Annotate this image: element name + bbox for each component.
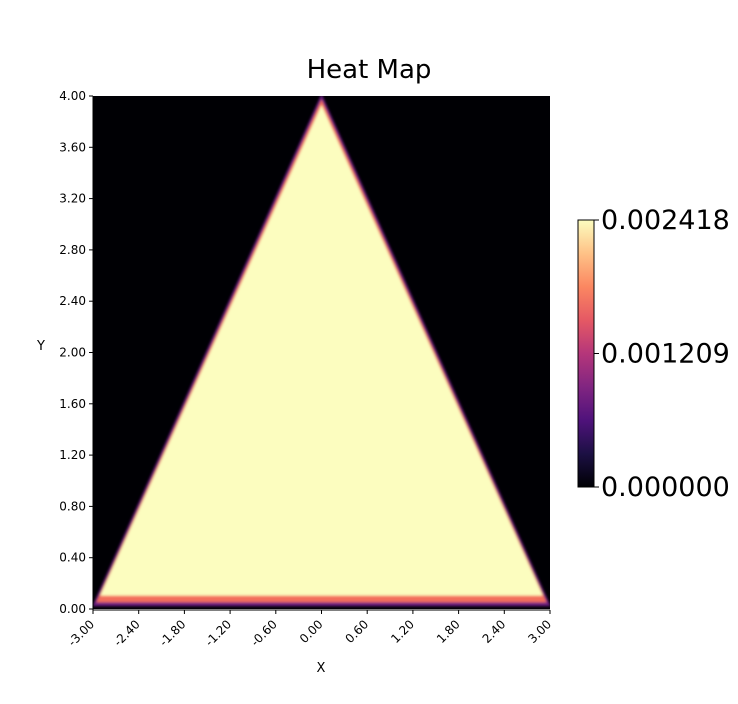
y-axis-ticks: 0.00 0.40 0.80 1.20 1.60 2.00 2.40 2.80 3.20 3.60… [59, 89, 93, 616]
plot-area: -3.00 -2.40 -1.80 -1.20 -0.60 0.00 0.60 1.20 1.8… [59, 89, 554, 649]
x-tick-label: -1.80 [157, 617, 189, 649]
y-tick-label: 3.60 [59, 140, 86, 154]
y-tick-label: 1.60 [59, 397, 86, 411]
x-tick-label: 1.20 [388, 617, 417, 646]
x-tick-label: 1.80 [434, 617, 463, 646]
colorbar-gradient [577, 219, 595, 488]
y-tick-label: 3.20 [59, 192, 86, 206]
x-tick-label: 0.00 [297, 617, 326, 646]
x-tick-label: 2.40 [480, 617, 509, 646]
colorbar-ticks: 0.000000 0.001209 0.002418 [594, 205, 730, 503]
y-tick-label: 1.20 [59, 448, 86, 462]
x-tick-label: 3.00 [525, 617, 554, 646]
colorbar-tick-label: 0.002418 [601, 205, 730, 236]
heatmap-high-region [100, 105, 543, 596]
colorbar-tick-label: 0.001209 [601, 339, 730, 370]
x-tick-label: -0.60 [248, 617, 280, 649]
x-tick-label: -1.20 [202, 617, 234, 649]
colorbar: 0.000000 0.001209 0.002418 [577, 205, 730, 503]
y-axis-label: Y [36, 339, 45, 354]
chart-title: Heat Map [307, 55, 432, 85]
y-tick-label: 4.00 [59, 89, 86, 103]
y-tick-label: 2.40 [59, 294, 86, 308]
y-tick-label: 2.00 [59, 346, 86, 360]
x-tick-label: 0.60 [343, 617, 372, 646]
colorbar-tick-label: 0.000000 [601, 472, 730, 503]
y-tick-label: 0.00 [59, 602, 86, 616]
y-tick-label: 0.40 [59, 551, 86, 565]
y-tick-label: 2.80 [59, 243, 86, 257]
x-tick-label: -3.00 [65, 617, 97, 649]
x-axis-ticks: -3.00 -2.40 -1.80 -1.20 -0.60 0.00 0.60 1.20 1.8… [65, 610, 554, 649]
x-axis-label: X [317, 661, 326, 676]
x-tick-label: -2.40 [111, 617, 143, 649]
y-tick-label: 0.80 [59, 499, 86, 513]
